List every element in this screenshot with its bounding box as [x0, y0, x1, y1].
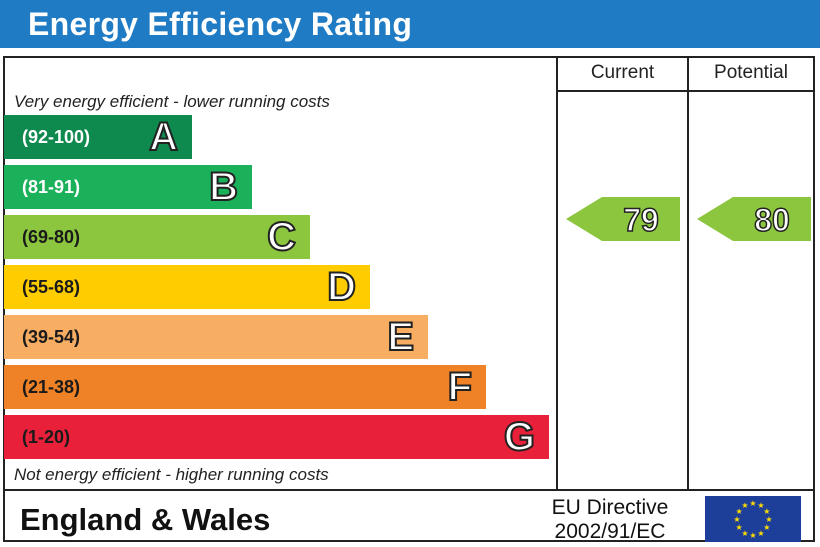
band-range-label: (21-38)	[22, 377, 81, 397]
current-arrow-polygon	[566, 197, 680, 241]
eu-star-icon: ★	[757, 501, 764, 510]
eu-flag-icon: ★ ★ ★ ★ ★ ★ ★ ★ ★ ★ ★ ★	[705, 496, 801, 542]
band-f: (21-38) F	[4, 364, 486, 410]
title-bar: Energy Efficiency Rating	[0, 0, 820, 48]
eu-star-icon: ★	[741, 529, 748, 538]
footer-divider	[3, 489, 815, 491]
directive-line-1: EU Directive	[551, 496, 669, 519]
eu-star-icon: ★	[749, 531, 756, 540]
band-g: (1-20) G	[4, 414, 549, 460]
potential-rating-value: 80	[753, 201, 790, 239]
band-letter-label: F	[447, 364, 473, 410]
band-range-label: (92-100)	[22, 127, 91, 147]
eu-star-icon: ★	[763, 507, 770, 516]
band-e: (39-54) E	[4, 314, 428, 360]
band-letter-label: C	[266, 214, 297, 260]
band-letter-label: D	[326, 264, 357, 310]
band-range-label: (39-54)	[22, 327, 81, 347]
column-header-current: Current	[590, 62, 655, 83]
chart-title: Energy Efficiency Rating	[28, 6, 413, 42]
current-rating-arrow: 79	[566, 197, 680, 241]
band-c: (69-80) C	[4, 214, 310, 260]
eu-star-icon: ★	[736, 507, 743, 516]
potential-arrow-polygon	[697, 197, 811, 241]
band-a: (92-100) A	[4, 114, 192, 160]
current-arrow-shape	[566, 197, 680, 241]
current-rating-value: 79	[622, 201, 659, 239]
eu-star-icon: ★	[757, 529, 764, 538]
potential-column-divider	[687, 56, 689, 490]
directive-line-2: 2002/91/EC	[554, 520, 666, 543]
potential-arrow-shape	[697, 197, 811, 241]
potential-rating-arrow: 80	[697, 197, 811, 241]
eu-star-icon: ★	[736, 523, 743, 532]
band-letter-label: A	[148, 114, 179, 160]
band-range-label: (55-68)	[22, 277, 81, 297]
eu-star-icon: ★	[741, 501, 748, 510]
column-header-potential: Potential	[714, 62, 788, 83]
eu-star-icon: ★	[763, 523, 770, 532]
eu-star-icon: ★	[733, 515, 740, 524]
note-most-efficient: Very energy efficient - lower running co…	[14, 92, 330, 111]
band-letter-label: E	[386, 314, 415, 360]
band-range-label: (81-91)	[22, 177, 81, 197]
band-range-label: (1-20)	[22, 427, 71, 447]
footer-directive: EU Directive 2002/91/EC	[530, 496, 690, 544]
eu-star-icon: ★	[749, 499, 756, 508]
eu-flag-stars: ★★★★★★★★★ ★ ★★	[733, 499, 772, 540]
note-least-efficient: Not energy efficient - higher running co…	[14, 465, 329, 484]
band-letter-label: B	[208, 164, 239, 210]
footer-country: England & Wales	[20, 502, 271, 537]
column-header-divider	[556, 90, 815, 92]
band-range-label: (69-80)	[22, 227, 81, 247]
eu-star-icon: ★	[765, 515, 772, 524]
current-column-divider	[556, 56, 558, 490]
band-d: (55-68) D	[4, 264, 370, 310]
band-letter-label: G	[503, 414, 536, 460]
band-b: (81-91) B	[4, 164, 252, 210]
